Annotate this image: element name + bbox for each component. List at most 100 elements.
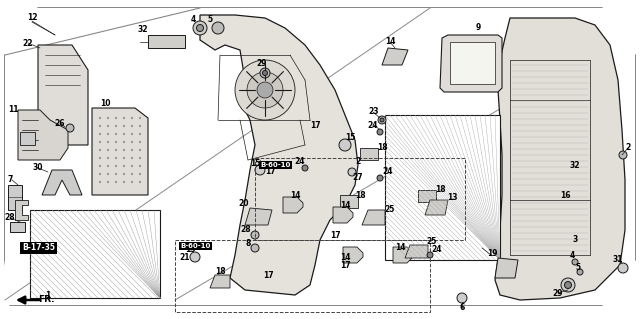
Polygon shape [92,108,148,195]
Circle shape [107,157,109,159]
Circle shape [107,133,109,135]
Circle shape [251,244,259,252]
Text: B-17-35: B-17-35 [22,243,55,253]
Text: 32: 32 [138,26,148,34]
Text: 10: 10 [100,99,110,108]
Circle shape [107,181,109,183]
Polygon shape [38,45,88,145]
Circle shape [348,168,356,176]
Text: 23: 23 [369,108,380,116]
Circle shape [139,149,141,151]
Text: 17: 17 [262,271,273,279]
Circle shape [115,165,117,167]
Polygon shape [42,170,82,195]
Circle shape [619,151,627,159]
Circle shape [139,173,141,175]
Text: 26: 26 [55,118,65,128]
Circle shape [561,278,575,292]
Text: 2: 2 [625,144,630,152]
Polygon shape [148,35,185,48]
Circle shape [123,125,125,127]
Circle shape [196,25,204,32]
Text: 4: 4 [570,251,575,261]
Circle shape [131,149,133,151]
Circle shape [193,21,207,35]
Circle shape [139,133,141,135]
Circle shape [123,133,125,135]
Polygon shape [405,245,428,258]
Circle shape [123,173,125,175]
Text: 18: 18 [435,186,445,195]
Circle shape [123,157,125,159]
Circle shape [99,181,101,183]
Polygon shape [15,200,28,220]
Circle shape [99,133,101,135]
Polygon shape [362,210,385,225]
Text: 15: 15 [345,133,355,143]
Text: 2: 2 [355,158,360,167]
Circle shape [139,165,141,167]
Polygon shape [10,222,25,232]
Circle shape [131,181,133,183]
Text: 24: 24 [295,158,305,167]
Circle shape [107,141,109,143]
Polygon shape [393,247,413,263]
Circle shape [131,165,133,167]
Circle shape [139,157,141,159]
Polygon shape [360,148,378,160]
Text: 14: 14 [290,190,300,199]
Circle shape [107,149,109,151]
Circle shape [99,157,101,159]
Polygon shape [425,200,448,215]
Circle shape [115,125,117,127]
Polygon shape [495,18,625,300]
Text: 14: 14 [395,243,405,253]
Polygon shape [495,258,518,278]
Text: 25: 25 [427,238,437,247]
Text: 18: 18 [214,268,225,277]
Circle shape [115,157,117,159]
Polygon shape [418,190,436,202]
Circle shape [107,173,109,175]
Polygon shape [200,15,358,295]
Circle shape [212,22,224,34]
Circle shape [107,165,109,167]
Circle shape [190,252,200,262]
Polygon shape [245,208,272,225]
Circle shape [564,281,572,288]
Text: 22: 22 [23,39,33,48]
Bar [385,115,500,260]
Text: 17: 17 [310,121,320,130]
Circle shape [139,117,141,119]
Circle shape [99,117,101,119]
Polygon shape [440,35,502,92]
Circle shape [123,117,125,119]
Circle shape [618,263,628,273]
Circle shape [577,269,583,275]
Text: 15: 15 [185,246,195,255]
Text: 18: 18 [377,144,387,152]
Text: 15: 15 [250,159,260,167]
Text: 1: 1 [45,291,51,300]
Circle shape [115,133,117,135]
Text: 30: 30 [33,164,44,173]
Circle shape [115,173,117,175]
Text: 32: 32 [570,160,580,169]
Text: 6: 6 [460,303,465,313]
Circle shape [123,141,125,143]
Text: 14: 14 [340,254,350,263]
Circle shape [457,293,467,303]
Circle shape [66,124,74,132]
Text: 12: 12 [27,13,37,23]
Text: 17: 17 [330,231,340,240]
Text: 31: 31 [612,256,623,264]
Circle shape [235,60,295,120]
Circle shape [131,141,133,143]
Circle shape [378,116,386,124]
Circle shape [380,118,384,122]
Circle shape [139,141,141,143]
Polygon shape [333,207,353,223]
Circle shape [123,165,125,167]
Polygon shape [283,197,303,213]
Circle shape [131,133,133,135]
